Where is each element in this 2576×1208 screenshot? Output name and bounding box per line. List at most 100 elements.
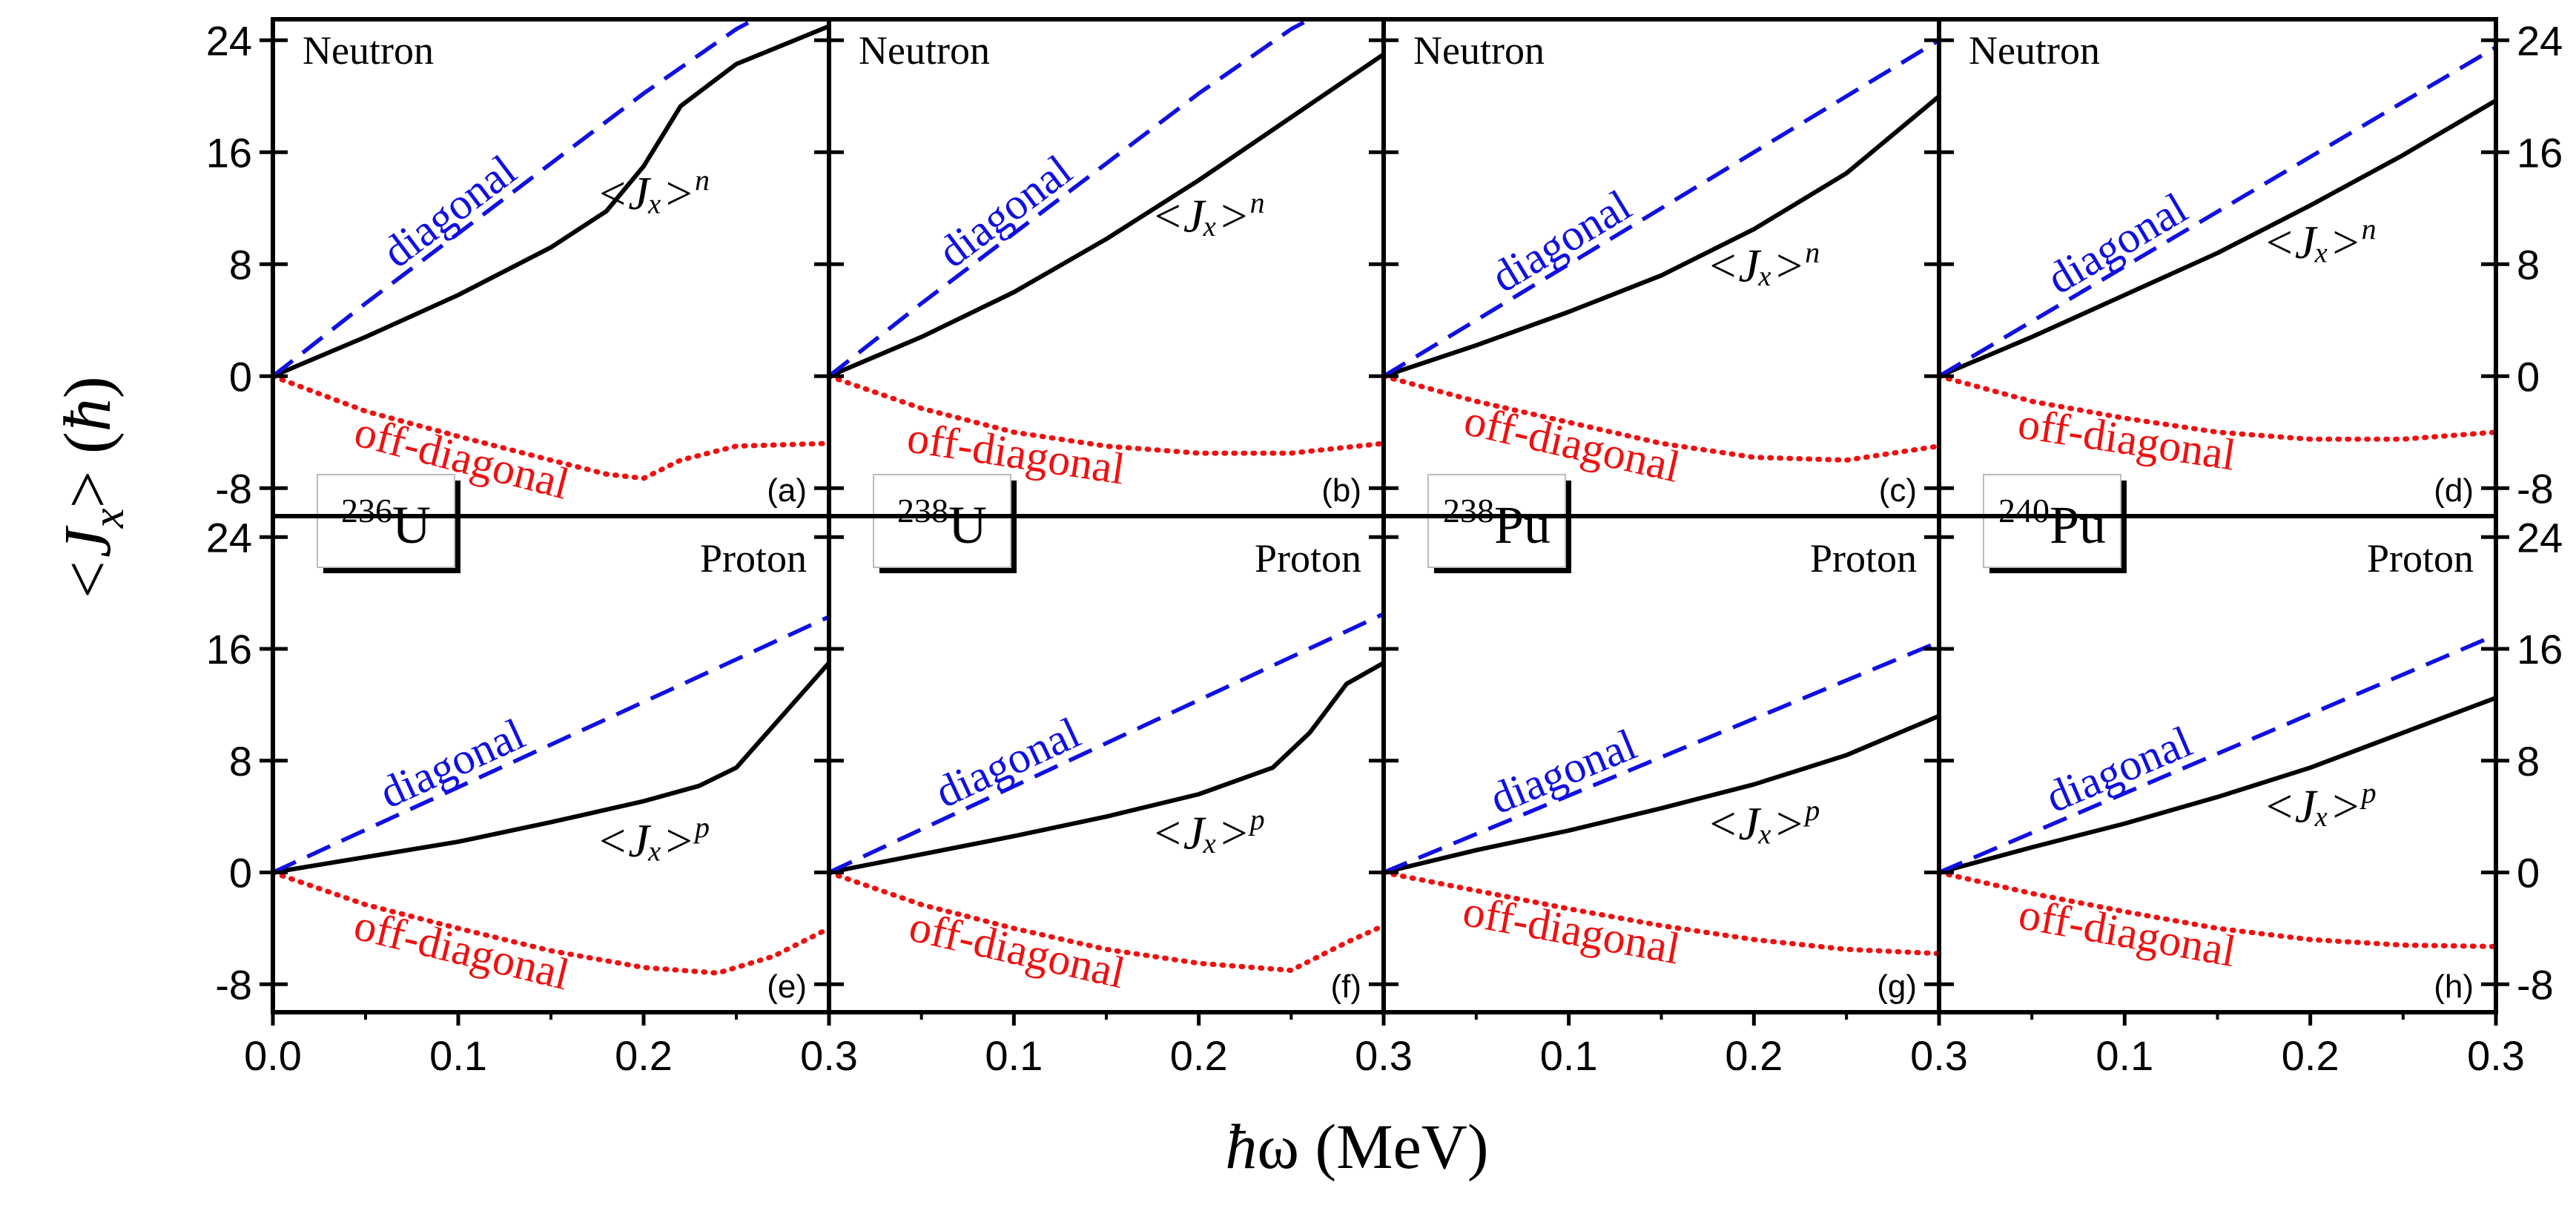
series-off-diagonal-line bbox=[1939, 373, 2496, 442]
series-total-line bbox=[273, 661, 829, 875]
y-tick-label: 16 bbox=[206, 129, 252, 176]
panel-letter: (f) bbox=[1330, 968, 1361, 1005]
svg-text:240Pu: 240Pu bbox=[1998, 492, 2106, 555]
row-label: Neutron bbox=[859, 28, 990, 73]
x-tick-label: 0.3 bbox=[1355, 1032, 1413, 1079]
panel-letter: (b) bbox=[1321, 472, 1361, 509]
y-tick-label: 8 bbox=[2517, 738, 2540, 785]
diagonal-label: diagonal bbox=[929, 145, 1081, 277]
series-off-diagonal-line bbox=[1939, 870, 2496, 949]
panel-e: Proton (e) diagonal off-diagonal <Jₓ>p bbox=[273, 536, 829, 1005]
y-axis-label: <Jx> (ħ) bbox=[51, 376, 133, 603]
off-diagonal-label: off-diagonal bbox=[2015, 889, 2239, 976]
y-tick-label: 16 bbox=[2517, 129, 2563, 176]
row-label: Neutron bbox=[1413, 28, 1545, 73]
series-off-diagonal-line bbox=[273, 373, 829, 481]
y-tick-label: 24 bbox=[206, 514, 252, 561]
total-label: <Jₓ>p bbox=[2263, 776, 2377, 833]
y-tick-label: 8 bbox=[2517, 241, 2540, 288]
labels-layer: 236U 238U 238Pu 240Pu bbox=[317, 474, 2127, 573]
panel-letter: (e) bbox=[767, 968, 807, 1005]
panel-letter: (d) bbox=[2434, 472, 2474, 509]
row-label: Proton bbox=[700, 536, 807, 581]
y-tick-label: 8 bbox=[229, 241, 252, 288]
series-off-diagonal-line bbox=[273, 870, 829, 976]
panel-letter: (h) bbox=[2434, 968, 2474, 1005]
series-total-line bbox=[1384, 94, 1939, 379]
nucleus-label: 240Pu bbox=[1983, 474, 2127, 573]
x-tick-label: 0.2 bbox=[1725, 1032, 1783, 1079]
x-tick-label: 0.0 bbox=[244, 1032, 302, 1079]
svg-text:238Pu: 238Pu bbox=[1443, 492, 1550, 555]
series-total-line bbox=[1939, 98, 2496, 379]
diagonal-label: diagonal bbox=[1483, 719, 1643, 823]
series-off-diagonal-line bbox=[1384, 373, 1939, 463]
nucleus-label: 238Pu bbox=[1427, 474, 1571, 573]
series-total-line bbox=[829, 52, 1384, 379]
series-total-line bbox=[273, 24, 829, 379]
y-tick-label: 0 bbox=[229, 353, 252, 400]
y-tick-label: 24 bbox=[206, 17, 252, 64]
row-label: Proton bbox=[1810, 536, 1917, 581]
series-off-diagonal-line bbox=[829, 373, 1384, 456]
y-tick-label: 0 bbox=[2517, 353, 2540, 400]
diagonal-label: diagonal bbox=[372, 709, 532, 817]
y-tick-label: -8 bbox=[2517, 961, 2554, 1008]
total-label: <Jₓ>n bbox=[1152, 186, 1265, 242]
x-tick-label: 0.1 bbox=[985, 1032, 1043, 1079]
y-tick-label: 24 bbox=[2517, 17, 2563, 64]
total-label: <Jₓ>n bbox=[1706, 236, 1820, 292]
x-tick-label: 0.1 bbox=[429, 1032, 487, 1079]
panel-letter: (c) bbox=[1879, 472, 1917, 509]
series-diagonal-line bbox=[1939, 45, 2496, 378]
panel-letter: (a) bbox=[767, 472, 807, 509]
series-diagonal-line bbox=[273, 615, 829, 874]
y-label-end: > ( bbox=[51, 432, 125, 508]
x-tick-label: 0.2 bbox=[1170, 1032, 1228, 1079]
x-label-rest: ω (MeV) bbox=[1257, 1111, 1488, 1182]
nucleus-label: 238U bbox=[873, 474, 1017, 573]
diagonal-label: diagonal bbox=[2038, 717, 2199, 822]
y-tick-label: -8 bbox=[2517, 465, 2554, 512]
x-axis-label: ħω (MeV) bbox=[1225, 1111, 1488, 1182]
row-label: Neutron bbox=[303, 28, 434, 73]
panel-f: Proton (f) diagonal off-diagonal <Jₓ>p bbox=[829, 536, 1384, 1005]
y-tick-label: 0 bbox=[2517, 850, 2540, 897]
total-label: <Jₓ>n bbox=[2263, 212, 2377, 268]
panel-g: Proton (g) diagonal off-diagonal <Jₓ>p bbox=[1384, 536, 1939, 1005]
svg-text:238U: 238U bbox=[897, 492, 987, 555]
diagonal-label: diagonal bbox=[1483, 180, 1639, 301]
series-diagonal-line bbox=[1384, 640, 1939, 875]
off-diagonal-label: off-diagonal bbox=[349, 900, 574, 1000]
diagonal-label: diagonal bbox=[928, 708, 1087, 817]
series-diagonal-line bbox=[1939, 633, 2496, 875]
total-label: <Jₓ>p bbox=[596, 811, 710, 867]
y-label-sub: x bbox=[84, 508, 133, 529]
y-tick-label: 8 bbox=[229, 738, 252, 785]
y-tick-label: -8 bbox=[215, 961, 252, 1008]
series-off-diagonal-line bbox=[1384, 870, 1939, 957]
y-label-close: ) bbox=[51, 376, 125, 398]
y-label-hbar: ħ bbox=[51, 398, 125, 432]
panel-frame bbox=[1937, 514, 2498, 1014]
y-tick-label: -8 bbox=[215, 465, 252, 512]
series-total-line bbox=[1384, 713, 1939, 875]
total-label: <Jₓ>n bbox=[596, 163, 710, 220]
y-tick-label: 24 bbox=[2517, 514, 2563, 561]
x-tick-label: 0.3 bbox=[1910, 1032, 1968, 1079]
series-off-diagonal-line bbox=[829, 870, 1384, 973]
off-diagonal-label: off-diagonal bbox=[1459, 886, 1684, 974]
series-diagonal-line bbox=[273, 19, 756, 378]
y-label-main: <J bbox=[51, 525, 125, 603]
series-total-line bbox=[829, 661, 1384, 875]
series-diagonal-line bbox=[829, 612, 1384, 874]
svg-text:236U: 236U bbox=[341, 492, 431, 555]
off-diagonal-label: off-diagonal bbox=[2015, 398, 2239, 479]
series-diagonal-line bbox=[829, 19, 1311, 378]
panel-d: Neutron (d) diagonal off-diagonal <Jₓ>n bbox=[1939, 28, 2496, 509]
series-diagonal-line bbox=[1384, 38, 1939, 378]
